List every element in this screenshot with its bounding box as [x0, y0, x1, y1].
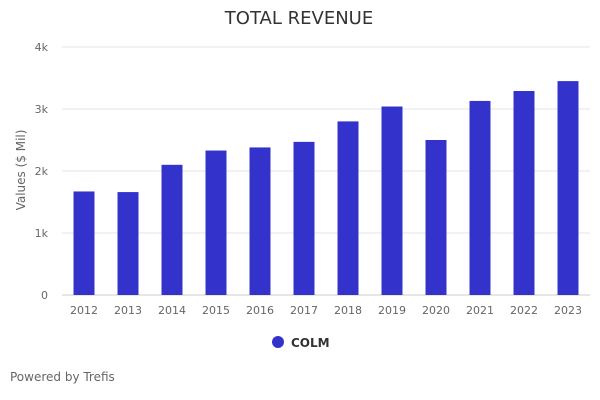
y-tick-label: 0 [41, 289, 48, 302]
y-axis-ticks: 0 1k 2k 3k 4k [35, 41, 49, 302]
legend[interactable]: COLM [272, 336, 330, 350]
bar-2019[interactable] [381, 106, 403, 296]
bar-2023[interactable] [557, 81, 579, 295]
y-tick-label: 4k [35, 41, 49, 54]
x-tick-label: 2014 [158, 304, 186, 317]
x-tick-label: 2023 [554, 304, 582, 317]
x-tick-label: 2018 [334, 304, 362, 317]
y-tick-label: 3k [35, 103, 49, 116]
x-axis-ticks: 2012 2013 2014 2015 2016 2017 2018 2019 2020 2021… [70, 304, 582, 317]
legend-marker [272, 336, 284, 348]
grid-lines [62, 46, 590, 296]
x-tick-label: 2021 [466, 304, 494, 317]
bar-2021[interactable] [469, 100, 491, 295]
x-tick-label: 2016 [246, 304, 274, 317]
bar-2017[interactable] [293, 141, 315, 295]
credit-text: Powered by Trefis [10, 370, 115, 384]
x-tick-label: 2019 [378, 304, 406, 317]
y-tick-label: 1k [35, 227, 49, 240]
bar-2016[interactable] [249, 147, 271, 295]
x-tick-label: 2022 [510, 304, 538, 317]
x-tick-label: 2015 [202, 304, 230, 317]
x-tick-label: 2017 [290, 304, 318, 317]
bar-2015[interactable] [205, 150, 227, 295]
bar-2022[interactable] [513, 91, 535, 296]
legend-label: COLM [291, 336, 330, 350]
bar-2013[interactable] [117, 192, 139, 295]
bars [73, 81, 579, 296]
y-tick-label: 2k [35, 165, 49, 178]
y-axis-label: Values ($ Mil) [14, 130, 28, 211]
bar-2012[interactable] [73, 191, 95, 295]
bar-2014[interactable] [161, 164, 183, 295]
bar-2018[interactable] [337, 121, 359, 296]
chart-title: TOTAL REVENUE [224, 8, 373, 29]
x-tick-label: 2013 [114, 304, 142, 317]
x-tick-label: 2012 [70, 304, 98, 317]
x-tick-label: 2020 [422, 304, 450, 317]
bar-2020[interactable] [425, 140, 447, 295]
